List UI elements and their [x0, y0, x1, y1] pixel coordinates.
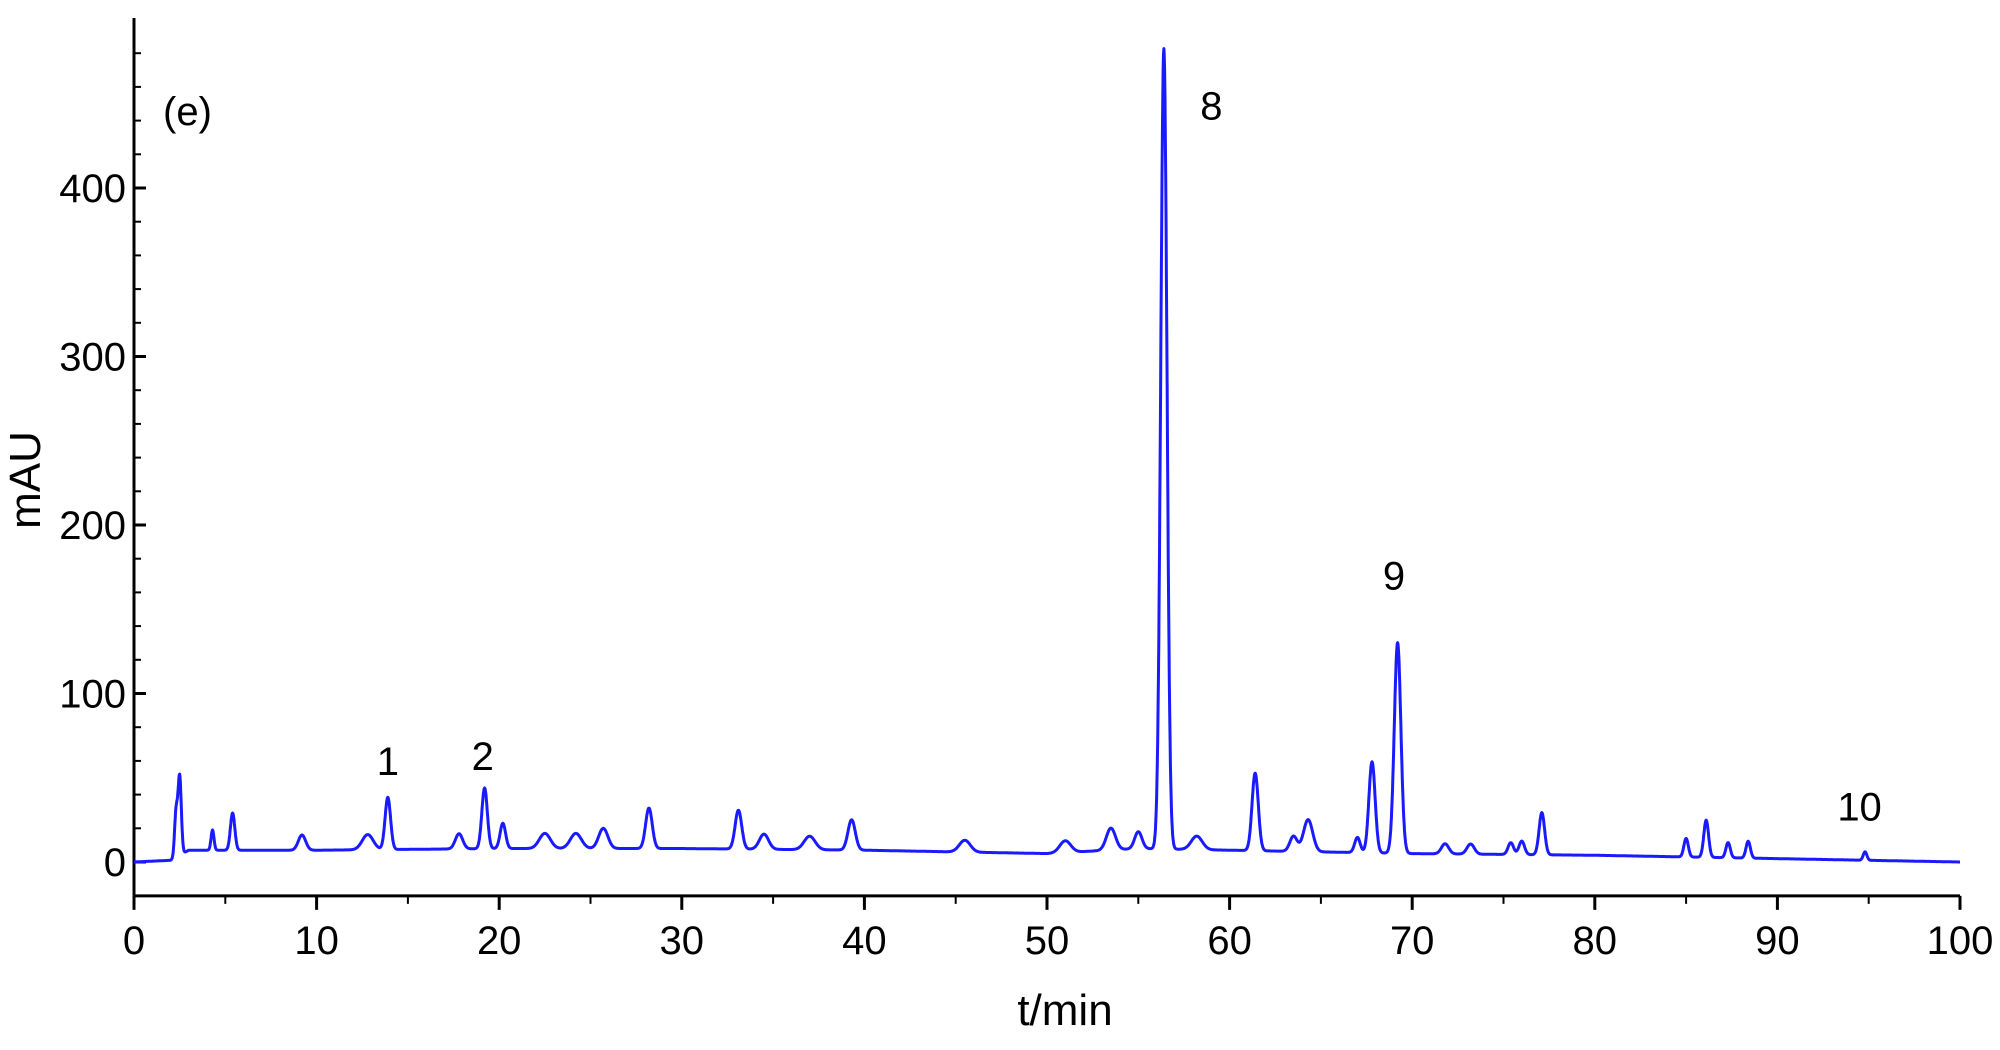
y-tick-label: 0 [104, 841, 126, 885]
x-tick-label: 100 [1927, 919, 1994, 963]
x-axis-ticks: 0 10 20 30 40 50 60 70 80 90 100 [123, 895, 1994, 963]
x-tick-label: 80 [1573, 919, 1618, 963]
x-tick-label: 90 [1755, 919, 1800, 963]
x-tick-label: 30 [660, 919, 705, 963]
x-tick-label: 40 [842, 919, 887, 963]
y-tick-label: 100 [59, 673, 126, 717]
x-tick-label: 70 [1390, 919, 1435, 963]
y-tick-label: 300 [59, 336, 126, 380]
peak-label: 2 [472, 735, 494, 779]
y-axis-title: mAU [1, 431, 50, 529]
peak-label: 9 [1383, 555, 1405, 599]
x-tick-label: 0 [123, 919, 145, 963]
axes: 0 100 200 300 400 0 10 20 30 40 50 60 70 80 90 100 [59, 18, 1993, 963]
x-tick-label: 60 [1207, 919, 1252, 963]
y-tick-label: 200 [59, 504, 126, 548]
peak-label: 1 [377, 740, 399, 784]
x-axis-title: t/min [1017, 986, 1112, 1035]
peak-labels: 1 2 8 9 10 [377, 84, 1882, 829]
x-tick-label: 20 [477, 919, 522, 963]
x-tick-label: 50 [1025, 919, 1070, 963]
y-axis-ticks: 0 100 200 300 400 [59, 52, 146, 885]
panel-label: (e) [163, 90, 212, 134]
peak-label: 10 [1837, 785, 1882, 829]
x-tick-label: 10 [294, 919, 339, 963]
chromatogram-trace [132, 47, 1962, 864]
y-tick-label: 400 [59, 167, 126, 211]
peak-label: 8 [1200, 84, 1222, 128]
